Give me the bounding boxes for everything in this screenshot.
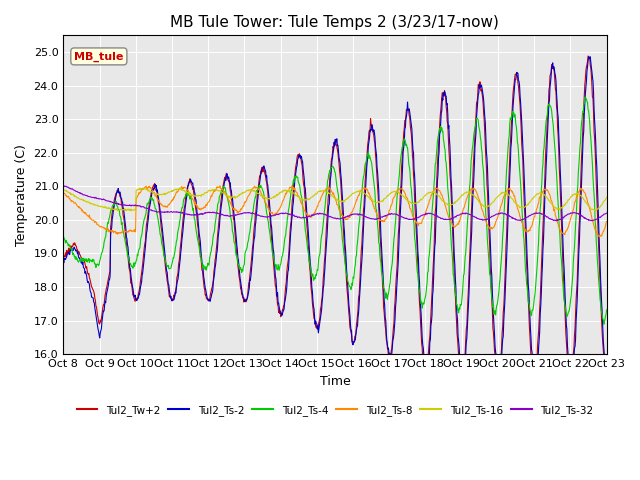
Tul2_Ts-8: [216, 183, 224, 189]
Tul2_Ts-2: [493, 359, 500, 364]
Tul2_Ts-4: [600, 322, 608, 327]
Line: Tul2_Tw+2: Tul2_Tw+2: [63, 56, 607, 379]
Line: Tul2_Ts-2: Tul2_Ts-2: [63, 57, 607, 380]
Tul2_Ts-32: [484, 216, 492, 222]
Tul2_Tw+2: [493, 371, 500, 377]
Tul2_Ts-2: [585, 54, 593, 60]
Tul2_Ts-2: [483, 155, 491, 160]
Tul2_Ts-16: [300, 197, 307, 203]
Tul2_Ts-16: [127, 208, 134, 214]
Tul2_Ts-16: [433, 192, 441, 198]
Tul2_Ts-8: [280, 197, 287, 203]
Tul2_Ts-2: [433, 211, 440, 216]
Tul2_Tw+2: [60, 252, 67, 257]
Tul2_Ts-32: [433, 213, 441, 218]
Tul2_Ts-8: [115, 231, 123, 237]
Line: Tul2_Ts-16: Tul2_Ts-16: [63, 188, 607, 211]
Legend: Tul2_Tw+2, Tul2_Ts-2, Tul2_Ts-4, Tul2_Ts-8, Tul2_Ts-16, Tul2_Ts-32: Tul2_Tw+2, Tul2_Ts-2, Tul2_Ts-4, Tul2_Ts…: [72, 401, 598, 420]
Tul2_Ts-16: [280, 188, 288, 194]
Tul2_Tw+2: [566, 376, 574, 382]
Tul2_Ts-4: [493, 302, 500, 308]
Tul2_Ts-2: [60, 257, 67, 263]
Tul2_Ts-4: [279, 250, 287, 255]
Tul2_Ts-4: [483, 227, 491, 232]
Tul2_Ts-32: [280, 211, 287, 216]
Tul2_Ts-32: [603, 210, 611, 216]
Tul2_Ts-16: [115, 207, 123, 213]
Tul2_Ts-4: [433, 152, 440, 158]
Tul2_Ts-8: [60, 190, 67, 196]
Tul2_Ts-32: [60, 183, 68, 189]
X-axis label: Time: Time: [319, 374, 350, 387]
Text: MB_tule: MB_tule: [74, 51, 124, 61]
Tul2_Ts-32: [115, 202, 123, 207]
Title: MB Tule Tower: Tule Temps 2 (3/23/17-now): MB Tule Tower: Tule Temps 2 (3/23/17-now…: [170, 15, 499, 30]
Tul2_Ts-8: [603, 218, 611, 224]
Line: Tul2_Ts-4: Tul2_Ts-4: [63, 97, 607, 324]
Tul2_Ts-16: [494, 193, 502, 199]
Tul2_Ts-32: [493, 211, 501, 217]
Tul2_Ts-2: [115, 190, 123, 196]
Tul2_Tw+2: [603, 375, 611, 381]
Line: Tul2_Ts-8: Tul2_Ts-8: [63, 186, 607, 237]
Tul2_Ts-16: [603, 194, 611, 200]
Tul2_Ts-4: [60, 233, 67, 239]
Tul2_Ts-4: [299, 201, 307, 206]
Tul2_Ts-4: [115, 207, 123, 213]
Tul2_Ts-2: [603, 370, 611, 375]
Tul2_Ts-2: [568, 377, 575, 383]
Tul2_Tw+2: [433, 187, 440, 192]
Line: Tul2_Ts-32: Tul2_Ts-32: [63, 186, 607, 221]
Tul2_Ts-32: [60, 183, 67, 189]
Tul2_Tw+2: [115, 189, 123, 194]
Tul2_Ts-16: [484, 203, 492, 209]
Tul2_Ts-8: [433, 186, 441, 192]
Tul2_Ts-16: [60, 187, 67, 192]
Tul2_Ts-16: [136, 185, 143, 191]
Tul2_Ts-32: [553, 218, 561, 224]
Tul2_Ts-2: [299, 159, 307, 165]
Tul2_Tw+2: [279, 307, 287, 312]
Tul2_Ts-32: [300, 214, 307, 220]
Tul2_Ts-8: [484, 223, 492, 228]
Tul2_Tw+2: [584, 53, 592, 59]
Tul2_Tw+2: [299, 168, 307, 174]
Tul2_Ts-8: [596, 234, 604, 240]
Tul2_Ts-2: [279, 309, 287, 314]
Tul2_Ts-4: [581, 94, 589, 100]
Tul2_Ts-8: [493, 216, 501, 221]
Tul2_Ts-4: [603, 307, 611, 312]
Tul2_Ts-8: [300, 204, 307, 210]
Tul2_Tw+2: [483, 182, 491, 188]
Y-axis label: Temperature (C): Temperature (C): [15, 144, 28, 246]
